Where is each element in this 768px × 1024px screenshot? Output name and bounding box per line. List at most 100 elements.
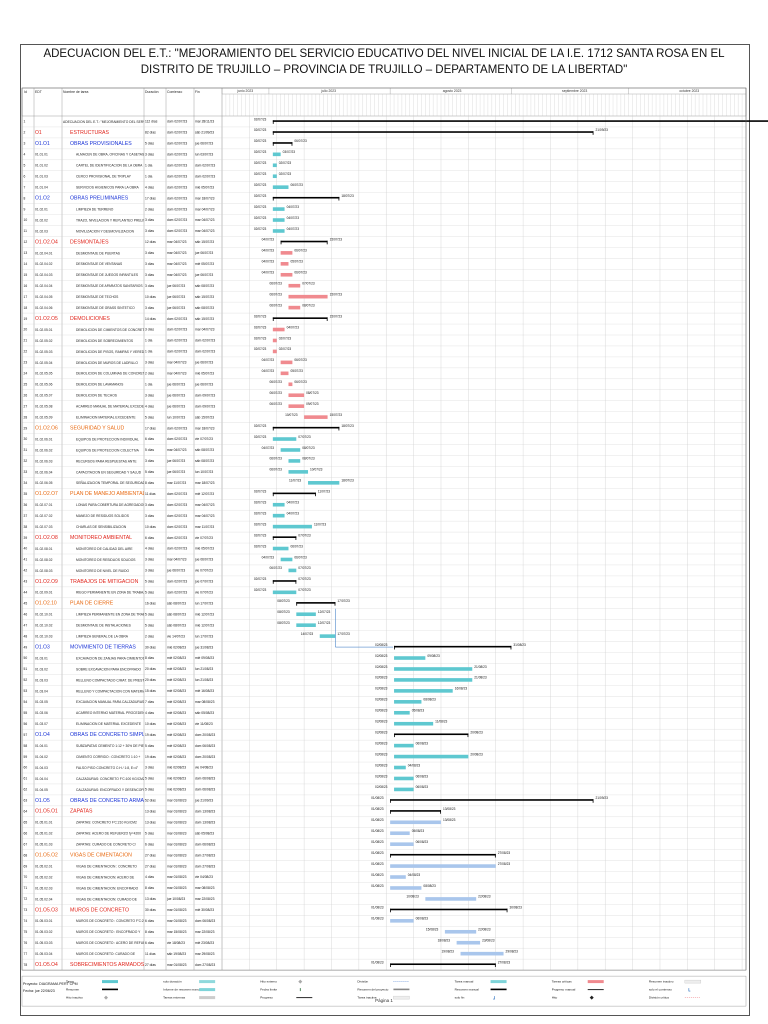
task-id: 33 [24, 470, 28, 474]
task-id: 77 [24, 952, 28, 956]
bar-start-label: 02/07/23 [254, 194, 267, 198]
task-edt: 01.02.03 [35, 229, 48, 233]
task-edt: 01.02.10.01 [35, 613, 53, 617]
task-id: 15 [24, 273, 28, 277]
column-header: Nombre de tarea [63, 90, 89, 94]
task-duration: 5 días [145, 415, 154, 419]
task-name: MUROS DE CONCRETO [70, 907, 129, 913]
legend-label: Progreso manual [552, 988, 576, 992]
task-finish: mié 16/08/23 [195, 689, 214, 693]
task-duration: 3 días [145, 558, 154, 562]
task-edt: O1.O2.O5 [35, 316, 58, 322]
task-bar [280, 371, 289, 376]
footer-date: Fecha: jue 22/06/23 [23, 989, 55, 993]
bar-end-label: 20/08/23 [470, 752, 483, 756]
task-start: dom 02/07/23 [167, 514, 187, 518]
task-id: 8 [24, 196, 26, 200]
task-start: mar 04/07/23 [167, 251, 187, 255]
task-id: 64 [24, 810, 28, 814]
summary-bar-cap [338, 426, 340, 431]
summary-bar-cap [506, 908, 508, 913]
bar-end-label: 05/07/23 [290, 369, 303, 373]
task-bar [288, 294, 328, 299]
summary-bar-cap [291, 142, 293, 146]
task-id: 54 [24, 700, 28, 704]
task-finish: mar 04/07/23 [195, 514, 215, 518]
task-edt: 01.01.01 [35, 153, 48, 157]
summary-bar-cap [272, 131, 274, 135]
task-edt: 01.02.05.03 [35, 350, 53, 354]
legend-swatch [589, 995, 594, 1000]
task-finish: sáb 08/07/23 [195, 448, 214, 452]
task-id: 70 [24, 875, 28, 879]
bar-start-label: 08/07/23 [277, 610, 290, 614]
task-id: 56 [24, 722, 28, 726]
bar-start-label: 02/07/23 [254, 227, 267, 231]
bar-start-label: 04/07/23 [262, 358, 275, 362]
bar-start-label: 02/07/23 [254, 347, 267, 351]
task-finish: dom 06/08/23 [195, 842, 215, 846]
task-finish: lun 21/08/23 [195, 667, 213, 671]
task-finish: vie 07/07/23 [195, 536, 213, 540]
task-duration: 8 días [145, 481, 154, 485]
task-finish: vie 07/07/23 [195, 569, 213, 573]
task-finish: mar 04/07/23 [195, 229, 215, 233]
task-bar [272, 437, 297, 441]
task-name: DESMONTAJE DE INSTALACIONES [76, 624, 132, 628]
header-band [21, 87, 747, 117]
bar-end-label: 11/07/23 [318, 490, 330, 494]
task-name: CHARLAS DE SENSIBILIZACION [76, 525, 127, 529]
task-edt: 01.02.06.01 [35, 437, 53, 441]
task-duration: 16 días [145, 601, 156, 605]
task-duration: 52 días [145, 799, 156, 803]
task-start: mar 01/08/23 [167, 963, 187, 967]
bar-start-label: 18/08/23 [438, 939, 451, 943]
task-edt: 01.05.02.03 [35, 886, 53, 890]
bar-start-label: 02/07/23 [254, 161, 267, 165]
task-name: SERVICIOS HIGIENICOS PARA LA OBRA [76, 186, 140, 190]
task-finish: mié 05/07/23 [195, 262, 214, 266]
task-name: MONITOREO DE CALIDAD DEL AIRE [76, 547, 133, 551]
task-finish: dom 06/08/23 [195, 788, 215, 792]
bar-start-label: 02/07/23 [254, 533, 267, 537]
task-finish: vie 07/07/23 [195, 437, 213, 441]
task-start: jue 06/07/23 [166, 470, 185, 474]
task-finish: sáb 21/09/23 [195, 131, 214, 135]
task-bar [272, 229, 285, 233]
bar-end-label: 21/09/23 [595, 128, 608, 132]
bar-end-label: 07/07/23 [302, 282, 315, 286]
task-name: DESMONTAJES [70, 239, 109, 245]
bar-start-label: 01/08/23 [371, 873, 384, 877]
bar-end-label: 06/08/23 [416, 785, 429, 789]
summary-bar [272, 196, 340, 199]
task-duration: 3 días [145, 569, 154, 573]
task-name: ELIMINACION DE MATERIAL EXCEDENTE [76, 722, 142, 726]
task-edt: 01.05.03.02 [35, 930, 53, 934]
task-duration: 3 días [145, 393, 154, 397]
legend-label: División [357, 980, 368, 984]
column-header: Comienzo [167, 90, 182, 94]
summary-bar [272, 492, 316, 495]
bar-start-label: 02/07/23 [254, 522, 267, 526]
task-duration: 19 días [145, 755, 156, 759]
task-bar [390, 831, 410, 836]
bar-end-label: 06/08/23 [416, 774, 429, 778]
task-id: 1 [24, 120, 26, 124]
task-edt: 01.01.04 [35, 186, 48, 190]
task-finish: mar 22/08/23 [195, 897, 215, 901]
task-duration: 3 días [145, 218, 154, 222]
task-edt: 01.05.01.02 [35, 832, 53, 836]
task-bar [272, 546, 289, 551]
task-duration: 8 días [145, 886, 154, 890]
bar-end-label: 08/07/23 [306, 391, 319, 395]
task-finish: dom 02/07/23 [195, 339, 215, 343]
task-start: dom 02/07/23 [167, 218, 187, 222]
bar-start-label: 02/07/23 [254, 511, 267, 515]
bar-end-label: 08/08/23 [423, 884, 436, 888]
task-id: 26 [24, 393, 28, 397]
task-edt: 01.02.04.05 [35, 295, 53, 299]
task-id: 55 [24, 711, 28, 715]
task-bar [272, 590, 297, 595]
column-header: EDT [35, 90, 42, 94]
bar-end-label: 10/07/23 [310, 468, 323, 472]
